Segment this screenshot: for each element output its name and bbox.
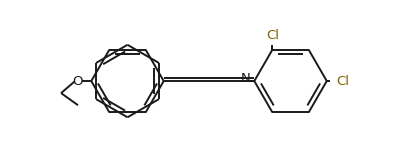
Text: N: N <box>240 72 250 85</box>
Text: Cl: Cl <box>267 29 279 42</box>
Text: Cl: Cl <box>336 75 349 88</box>
Text: O: O <box>73 75 83 88</box>
